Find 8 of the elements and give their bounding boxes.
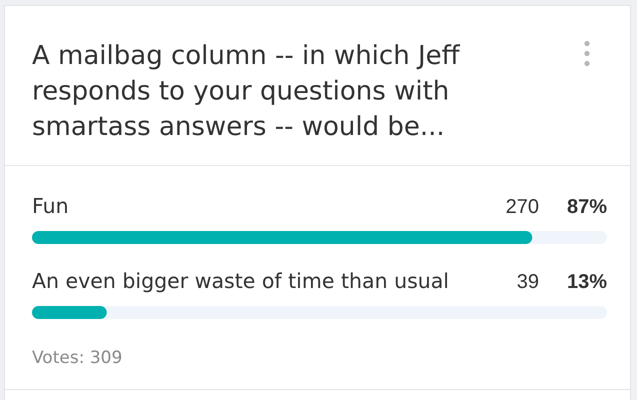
data-label: 13% bbox=[566, 271, 608, 293]
y-tick-label: Fun bbox=[32, 194, 69, 218]
y-tick-label: An even bigger waste of time than usual bbox=[32, 269, 449, 293]
text: Votes: 309 bbox=[32, 348, 122, 368]
annotation: 270 bbox=[506, 196, 539, 218]
data-label: 87% bbox=[566, 196, 608, 218]
chart-title: A mailbag column -- in which Jeff responds to your questions with smartass answers -- would be... bbox=[32, 41, 461, 142]
annotation: 39 bbox=[516, 271, 539, 293]
